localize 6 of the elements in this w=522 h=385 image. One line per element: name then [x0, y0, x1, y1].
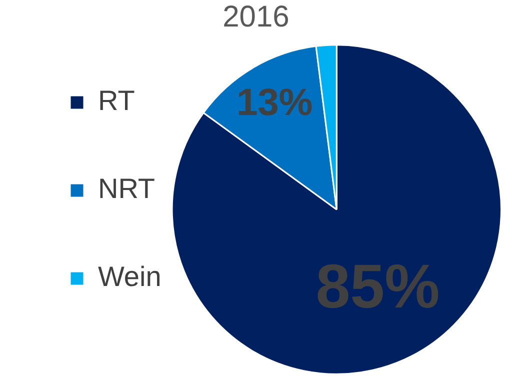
- data-label: 85%: [316, 252, 440, 322]
- data-label: 13%: [236, 82, 313, 124]
- legend-label: Wein: [98, 261, 162, 292]
- legend-label: RT: [98, 85, 135, 116]
- chart-title: 2016: [222, 0, 290, 34]
- legend-label: NRT: [98, 173, 156, 204]
